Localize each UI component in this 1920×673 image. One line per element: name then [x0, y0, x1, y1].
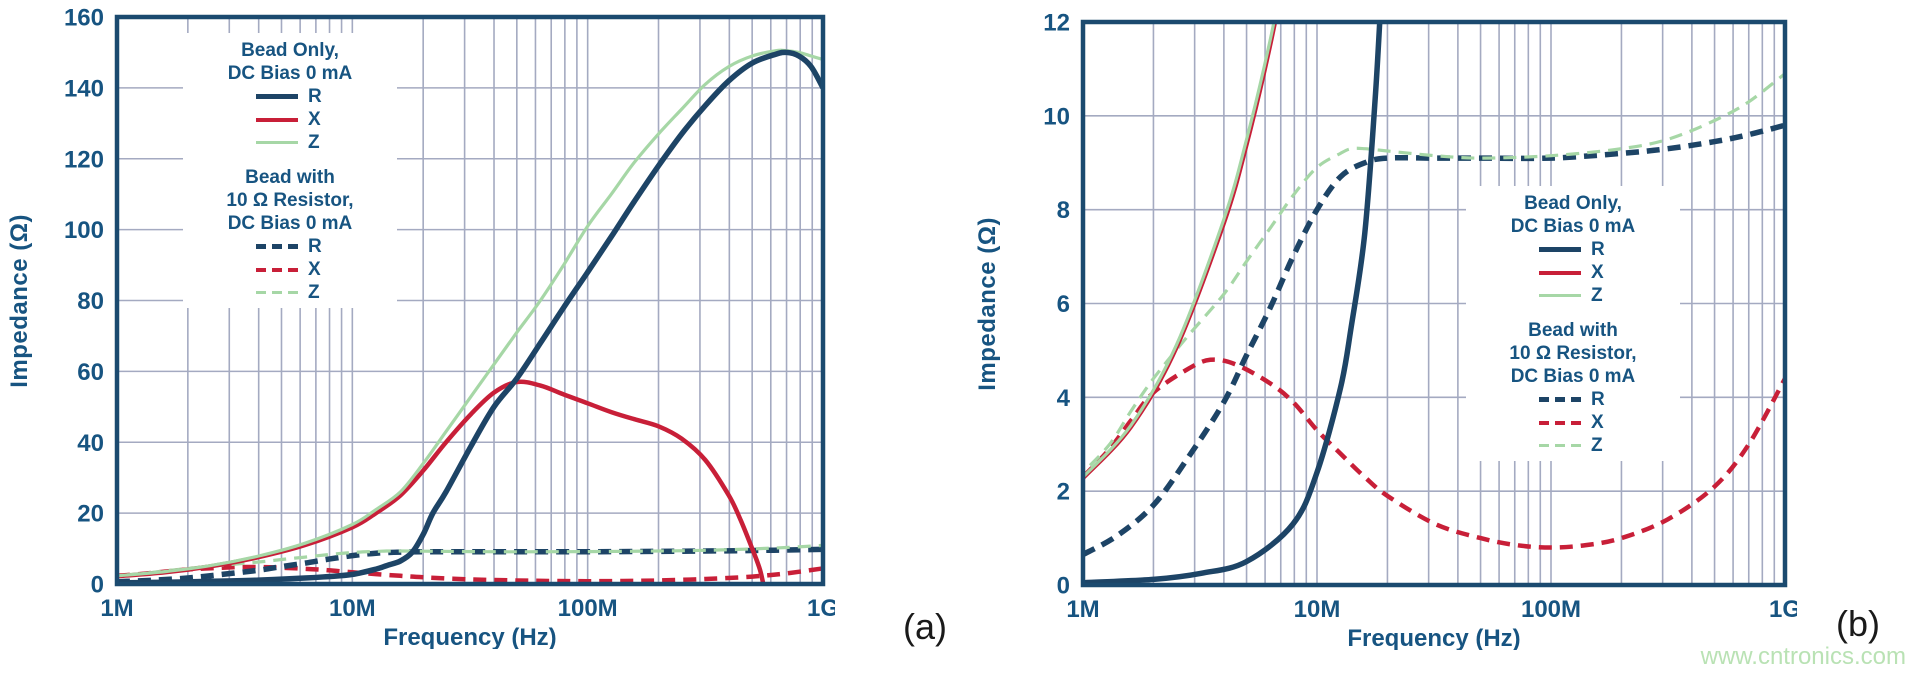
- impedance-chart-b: Impedance (Ω) 1M 10M 100M 1G 0 2 4 6 8 10 12 Freque…: [966, 0, 1920, 673]
- panel-label-a: (a): [903, 606, 947, 647]
- solid-line-swatch: [256, 94, 298, 99]
- x-tick-label: 100M: [558, 595, 618, 622]
- series-group: [117, 48, 823, 584]
- dashed-line-swatch: [1539, 420, 1581, 425]
- dashed-line-swatch: [256, 244, 298, 249]
- y-tick-label: 4: [1057, 385, 1071, 412]
- dashed-line-swatch: [256, 291, 298, 294]
- legend-group-title: Bead with 10 Ω Resistor, DC Bias 0 mA: [1509, 320, 1637, 387]
- series-bead-only-x: [117, 379, 766, 584]
- dashed-line-swatch: [256, 267, 298, 272]
- solid-line-swatch: [1539, 294, 1581, 297]
- legend-entry: Z: [1466, 434, 1680, 457]
- dashed-line-swatch: [1539, 397, 1581, 402]
- x-tick-label: 1M: [100, 595, 133, 622]
- legend-entry-label: R: [308, 85, 322, 107]
- plot-area-a: 1M 10M 100M 1G 0 20 40 60 80 100 120 140 160 Frequenc…: [64, 7, 835, 649]
- impedance-chart-a: Impedance (Ω) 1M 10M 100M 1G 0 20 40 60 80 100 120…: [6, 7, 947, 649]
- x-axis-title: Frequency (Hz): [1347, 625, 1520, 650]
- watermark: www.cntronics.com: [1700, 643, 1906, 670]
- legend-entry: Z: [183, 281, 397, 304]
- series-bead-only-z: [117, 48, 823, 578]
- legend-entry: R: [183, 85, 397, 108]
- y-axis-title-wrap: Impedance (Ω): [6, 17, 34, 584]
- legend-entry: X: [183, 108, 397, 131]
- legend-entry-label: X: [1591, 261, 1604, 283]
- series-bead-with-10-resistor-z: [117, 543, 823, 578]
- legend-b: Bead Only, DC Bias 0 mA R X Z Bead with 10 Ω…: [1466, 186, 1680, 461]
- plot-border: [114, 14, 826, 587]
- series-bead-only-z: [1083, 22, 1276, 479]
- y-tick-label: 140: [64, 75, 104, 102]
- y-tick-label: 8: [1057, 197, 1070, 224]
- legend-group-title: Bead Only, DC Bias 0 mA: [1510, 193, 1636, 237]
- plot-border: [1080, 19, 1788, 588]
- solid-line-swatch: [1539, 247, 1581, 252]
- x-tick-label: 1M: [1066, 596, 1099, 623]
- legend-a: Bead Only, DC Bias 0 mA R X Z Bead with 10 Ω…: [183, 33, 397, 308]
- series-group: [1083, 22, 1785, 585]
- series-bead-only-r: [1083, 22, 1383, 585]
- y-tick-label: 0: [91, 572, 104, 599]
- x-tick-label: 10M: [329, 595, 376, 622]
- y-tick-label: 160: [64, 7, 104, 32]
- legend-entry: X: [1466, 411, 1680, 434]
- solid-line-swatch: [1539, 270, 1581, 275]
- dashed-line-swatch: [1539, 444, 1581, 447]
- y-tick-label: 2: [1057, 479, 1070, 506]
- legend-entry: X: [183, 258, 397, 281]
- y-tick-label: 10: [1043, 103, 1070, 130]
- panel-label-b: (b): [1836, 603, 1880, 644]
- legend-entry: R: [1466, 238, 1680, 261]
- y-tick-label: 60: [77, 359, 104, 386]
- legend-entry-label: R: [1591, 238, 1605, 260]
- x-tick-label: 100M: [1521, 596, 1581, 623]
- y-tick-label: 0: [1057, 573, 1070, 600]
- legend-entry-label: R: [308, 235, 322, 257]
- legend-entry-label: X: [308, 258, 321, 280]
- legend-entry-label: X: [308, 108, 321, 130]
- y-axis-title-wrap: Impedance (Ω): [974, 22, 1002, 585]
- legend-entry: X: [1466, 261, 1680, 284]
- legend-entry-label: Z: [1591, 284, 1603, 306]
- y-axis-title: Impedance (Ω): [6, 213, 33, 388]
- legend-group-title: Bead Only, DC Bias 0 mA: [227, 40, 353, 84]
- x-tick-label: 1G: [1769, 596, 1797, 623]
- legend-entry-label: Z: [308, 131, 320, 153]
- y-tick-label: 6: [1057, 291, 1070, 318]
- legend-group-title: Bead with 10 Ω Resistor, DC Bias 0 mA: [226, 167, 354, 234]
- solid-line-swatch: [256, 141, 298, 144]
- y-tick-label: 100: [64, 217, 104, 244]
- series-bead-only-r: [117, 49, 823, 584]
- x-tick-label: 10M: [1294, 596, 1341, 623]
- legend-entry-label: X: [1591, 411, 1604, 433]
- y-tick-label: 20: [77, 501, 104, 528]
- x-tick-label: 1G: [807, 595, 835, 622]
- legend-entry-label: Z: [1591, 434, 1603, 456]
- legend-entry: Z: [1466, 284, 1680, 307]
- legend-entry: R: [1466, 388, 1680, 411]
- y-tick-label: 12: [1043, 12, 1070, 37]
- x-axis-title: Frequency (Hz): [383, 624, 556, 649]
- y-tick-label: 80: [77, 288, 104, 315]
- y-tick-label: 120: [64, 146, 104, 173]
- series-bead-with-10-resistor-r: [117, 546, 823, 584]
- legend-entry: Z: [183, 131, 397, 154]
- series-bead-with-10-resistor-r: [1083, 122, 1785, 557]
- legend-entry: R: [183, 235, 397, 258]
- plot-area-b: 1M 10M 100M 1G 0 2 4 6 8 10 12 Frequency (Hz): [1043, 12, 1797, 650]
- legend-entry-label: Z: [308, 281, 320, 303]
- legend-entry-label: R: [1591, 388, 1605, 410]
- solid-line-swatch: [256, 117, 298, 122]
- y-axis-title: Impedance (Ω): [974, 216, 1001, 391]
- y-tick-label: 40: [77, 430, 104, 457]
